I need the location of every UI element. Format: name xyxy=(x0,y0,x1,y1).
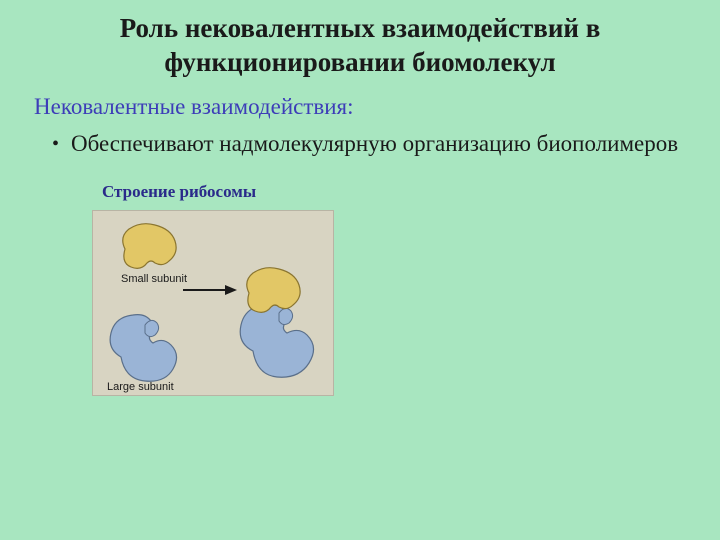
bullet-marker: • xyxy=(52,132,59,157)
arrow-icon xyxy=(183,283,237,297)
figure-title: Строение рибосомы xyxy=(102,182,690,202)
large-subunit-label: Large subunit xyxy=(107,381,174,393)
large-subunit-shape xyxy=(101,307,187,387)
assembled-ribosome xyxy=(231,265,323,383)
title-line-2: функционировании биомолекул xyxy=(164,47,555,77)
small-subunit-label: Small subunit xyxy=(121,273,187,285)
slide-title: Роль нековалентных взаимодействий в функ… xyxy=(30,12,690,80)
small-subunit-shape xyxy=(113,219,183,275)
bullet-item: • Обеспечивают надмолекулярную организац… xyxy=(52,130,690,159)
bullet-text: Обеспечивают надмолекулярную организацию… xyxy=(71,130,678,159)
slide-subtitle: Нековалентные взаимодействия: xyxy=(34,94,690,120)
ribosome-figure: Small subunit Large subunit xyxy=(92,210,334,396)
title-line-1: Роль нековалентных взаимодействий в xyxy=(120,13,601,43)
